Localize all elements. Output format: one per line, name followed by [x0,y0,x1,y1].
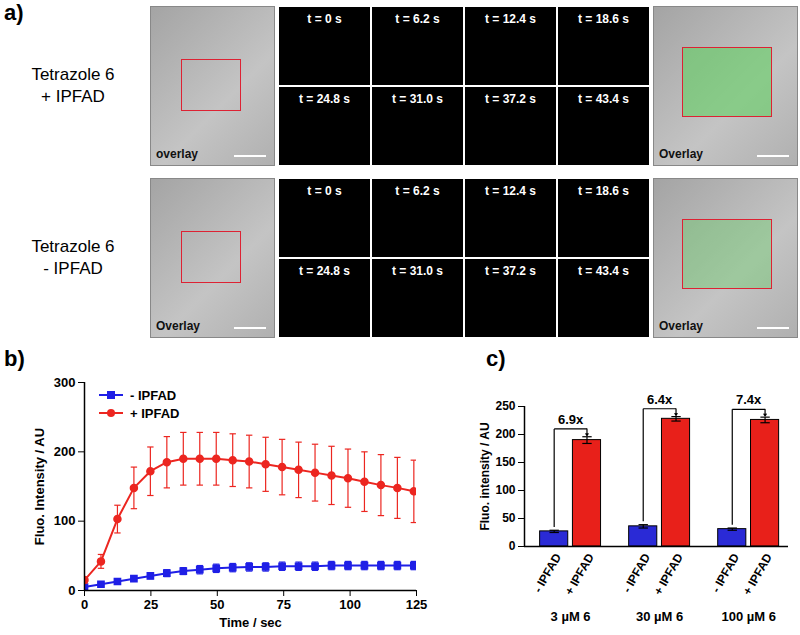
svg-text:125: 125 [406,597,428,612]
svg-text:75: 75 [276,597,290,612]
svg-text:100: 100 [339,597,361,612]
html-text:t = 18.6 s: t = 18.6 s [578,184,629,198]
svg-text:6.4x: 6.4x [647,392,673,407]
html-text:t = 6.2 s: t = 6.2 s [395,184,440,198]
html-text:t = 43.4 s: t = 43.4 s [578,92,629,106]
html-text:- IPFAD: - IPFAD [130,387,177,403]
html-text:Overlay: Overlay [659,319,703,333]
html-text:t = 43.4 s: t = 43.4 s [578,264,629,278]
svg-text:6.9x: 6.9x [558,412,584,427]
html-text:t = 24.8 s: t = 24.8 s [299,264,350,278]
svg-text:- IPFAD: - IPFAD [620,551,654,595]
html-text:+ IPFAD: + IPFAD [130,405,180,421]
svg-text:0: 0 [81,597,88,612]
svg-text:+ IPFAD: + IPFAD [651,551,686,598]
html-text:t = 12.4 s: t = 12.4 s [485,184,536,198]
svg-text:+ IPFAD: + IPFAD [562,551,597,598]
svg-text:+ IPFAD: + IPFAD [740,551,775,598]
html-text:t = 24.8 s: t = 24.8 s [299,92,350,106]
svg-text:25: 25 [144,597,158,612]
html-text:Overlay: Overlay [659,147,703,161]
html-text:Overlay: Overlay [156,319,200,333]
svg-text:100 µM 6: 100 µM 6 [721,609,775,624]
html-text:t = 37.2 s: t = 37.2 s [485,92,536,106]
svg-text:200: 200 [495,427,515,441]
html-text:Tetrazole 6: Tetrazole 6 [31,237,115,256]
svg-text:- IPFAD: - IPFAD [709,551,743,595]
html-text:c): c) [486,346,506,371]
svg-text:50: 50 [502,511,516,525]
html-text:t = 6.2 s: t = 6.2 s [395,12,440,26]
svg-text:50: 50 [210,597,224,612]
html-text:t = 0 s: t = 0 s [307,12,342,26]
svg-text:Time / sec: Time / sec [219,615,282,630]
svg-text:0: 0 [509,539,516,553]
html-text:t = 18.6 s: t = 18.6 s [578,12,629,26]
svg-text:0: 0 [68,583,75,598]
svg-text:3 µM 6: 3 µM 6 [551,609,591,624]
svg-text:250: 250 [495,399,515,413]
svg-text:Fluo. intensity / AU: Fluo. intensity / AU [478,422,492,530]
svg-text:150: 150 [495,455,515,469]
svg-text:100: 100 [495,483,515,497]
html-text:overlay: overlay [156,147,198,161]
svg-text:- IPFAD: - IPFAD [531,551,565,595]
html-text:b): b) [4,346,25,371]
svg-text:Fluo. Intensity / AU: Fluo. Intensity / AU [32,428,47,545]
html-text:Tetrazole 6: Tetrazole 6 [31,65,115,84]
html-text:t = 31.0 s: t = 31.0 s [392,92,443,106]
svg-text:200: 200 [54,444,76,459]
html-text:- IPFAD: - IPFAD [43,259,103,278]
html-text:t = 0 s: t = 0 s [307,184,342,198]
html-text:+ IPFAD: + IPFAD [41,87,105,106]
html-text:a): a) [4,0,24,25]
svg-text:7.4x: 7.4x [736,392,762,407]
svg-text:30 µM 6: 30 µM 6 [636,609,683,624]
html-text:t = 12.4 s: t = 12.4 s [485,12,536,26]
svg-text:100: 100 [54,513,76,528]
html-text:t = 37.2 s: t = 37.2 s [485,264,536,278]
html-text:t = 31.0 s: t = 31.0 s [392,264,443,278]
svg-text:300: 300 [54,375,76,390]
